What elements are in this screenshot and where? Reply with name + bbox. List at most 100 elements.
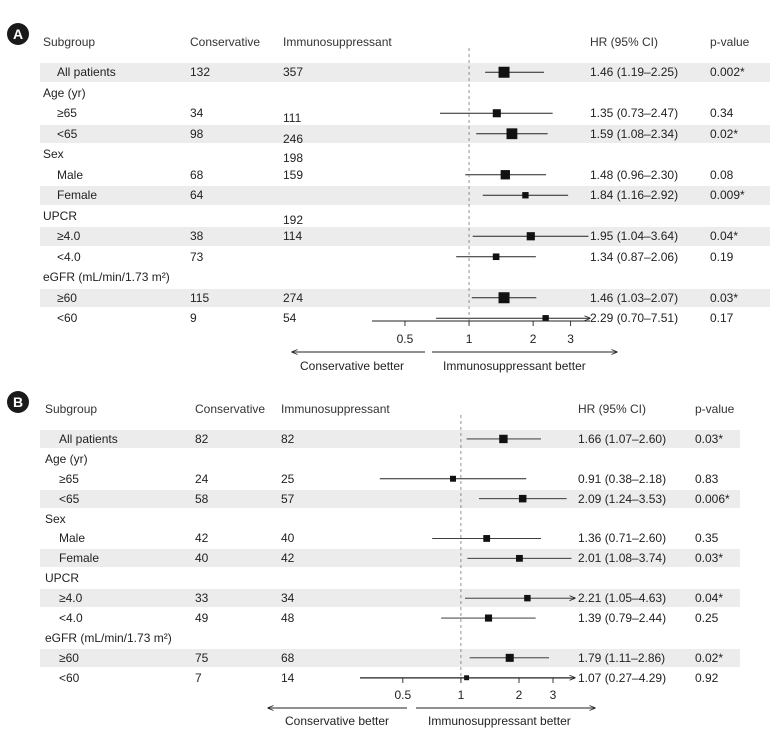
point-estimate: [506, 128, 518, 140]
subgroup-label: <60: [59, 670, 80, 685]
row-shading: [40, 549, 740, 568]
hazard-ratio-ci: 1.46 (1.19–2.25): [590, 65, 679, 80]
forest-plot-a: A Subgroup Conservative Immunosuppressan…: [7, 23, 770, 373]
immunosuppressant-count: 159: [283, 167, 304, 182]
point-estimate: [492, 253, 500, 261]
immunosuppressant-count: 57: [281, 491, 295, 506]
p-value: 0.009*: [710, 188, 745, 203]
conservative-count: 49: [195, 611, 209, 626]
immunosuppressant-count: 111: [283, 111, 302, 126]
hazard-ratio-ci: 0.91 (0.38–2.18): [578, 471, 667, 486]
subgroup-label: Female: [59, 551, 100, 566]
conservative-count: 58: [195, 491, 209, 506]
p-value: 0.002*: [710, 65, 745, 80]
immunosuppressant-count: 198: [283, 151, 304, 166]
x-tick-label: 2: [516, 688, 523, 702]
hazard-ratio-ci: 1.84 (1.16–2.92): [590, 188, 679, 203]
conservative-count: 75: [195, 650, 209, 665]
immunosuppressant-count: 246: [283, 131, 304, 146]
immunosuppressant-count: 68: [281, 650, 295, 665]
conservative-count: 40: [195, 551, 209, 566]
point-estimate: [498, 292, 510, 304]
row-shading: [40, 430, 740, 448]
subgroup-label: <4.0: [57, 249, 81, 264]
p-value: 0.35: [695, 531, 719, 546]
conservative-count: 34: [190, 106, 204, 121]
subgroup-category-label: eGFR (mL/min/1.73 m²): [45, 630, 172, 645]
p-value: 0.34: [710, 106, 734, 121]
point-estimate: [450, 475, 456, 482]
subgroup-label: ≥65: [57, 106, 77, 121]
immunosuppressant-count: 54: [283, 311, 297, 326]
header-hr: HR (95% CI): [590, 35, 659, 49]
panel-label-a: A: [7, 23, 29, 45]
left-direction-label-b: Conservative better: [285, 714, 390, 728]
hazard-ratio-ci: 1.66 (1.07–2.60): [578, 431, 667, 446]
right-direction-label-a: Immunosuppressant better: [443, 359, 586, 373]
p-value: 0.02*: [695, 650, 724, 665]
subgroup-label: <65: [57, 126, 78, 141]
subgroup-category-label: Age (yr): [45, 451, 88, 466]
conservative-count: 24: [195, 471, 209, 486]
header-p-value: p-value: [710, 35, 750, 49]
row-shading: [40, 124, 770, 143]
header-immunosuppressant: Immunosuppressant: [283, 35, 392, 49]
x-tick-label: 0.5: [394, 688, 411, 702]
conservative-count: 132: [190, 65, 211, 80]
p-value: 0.25: [695, 611, 719, 626]
hazard-ratio-ci: 1.79 (1.11–2.86): [578, 650, 666, 665]
x-tick-label: 3: [567, 332, 574, 346]
subgroup-category-label: eGFR (mL/min/1.73 m²): [43, 270, 170, 285]
p-value: 0.19: [710, 249, 734, 264]
point-estimate: [499, 434, 508, 444]
point-estimate: [524, 594, 531, 602]
header-subgroup: Subgroup: [43, 35, 96, 49]
point-estimate: [516, 554, 523, 562]
x-tick-label: 3: [550, 688, 557, 702]
subgroup-label: ≥60: [59, 650, 79, 665]
hazard-ratio-ci: 1.35 (0.73–2.47): [590, 106, 679, 121]
p-value: 0.04*: [695, 591, 724, 606]
point-estimate: [498, 66, 510, 78]
point-estimate: [522, 192, 529, 199]
hazard-ratio-ci: 2.21 (1.05–4.63): [578, 591, 667, 606]
subgroup-label: All patients: [57, 65, 116, 80]
left-direction-label-a: Conservative better: [300, 359, 405, 373]
point-estimate: [542, 315, 549, 322]
subgroup-label: <60: [57, 311, 78, 326]
header-hr: HR (95% CI): [578, 402, 647, 416]
panel-label-b: B: [7, 391, 29, 413]
hazard-ratio-ci: 1.39 (0.79–2.44): [578, 611, 667, 626]
immunosuppressant-count: 40: [281, 531, 295, 546]
forest-plot-b: B Subgroup Conservative Immunosuppressan…: [0, 380, 772, 734]
p-value: 0.83: [695, 471, 719, 486]
subgroup-label: All patients: [59, 431, 118, 446]
subgroup-category-label: Age (yr): [43, 85, 86, 100]
hazard-ratio-ci: 1.36 (0.71–2.60): [578, 531, 667, 546]
hazard-ratio-ci: 1.07 (0.27–4.29): [578, 670, 667, 685]
subgroup-category-label: UPCR: [43, 208, 78, 223]
conservative-count: 38: [190, 229, 204, 244]
p-value: 0.04*: [710, 229, 739, 244]
subgroup-category-label: Sex: [43, 147, 64, 162]
hazard-ratio-ci: 1.46 (1.03–2.07): [590, 290, 679, 305]
immunosuppressant-count: 14: [281, 670, 295, 685]
conservative-count: 33: [195, 591, 209, 606]
subgroup-label: ≥4.0: [59, 591, 83, 606]
immunosuppressant-count: 82: [281, 431, 295, 446]
row-shading: [40, 288, 770, 307]
point-estimate: [483, 535, 491, 542]
point-estimate: [500, 170, 510, 180]
hazard-ratio-ci: 1.95 (1.04–3.64): [590, 229, 679, 244]
subgroup-label: Male: [57, 167, 84, 182]
row-shading: [40, 63, 770, 82]
hazard-ratio-ci: 1.59 (1.08–2.34): [590, 126, 679, 141]
p-value: 0.03*: [695, 431, 724, 446]
immunosuppressant-count: 114: [283, 229, 303, 244]
hazard-ratio-ci: 2.29 (0.70–7.51): [590, 311, 679, 326]
point-estimate: [518, 494, 527, 503]
point-estimate: [505, 653, 514, 662]
subgroup-label: ≥4.0: [57, 229, 81, 244]
subgroup-label: Female: [57, 188, 98, 203]
p-value: 0.02*: [710, 126, 739, 141]
